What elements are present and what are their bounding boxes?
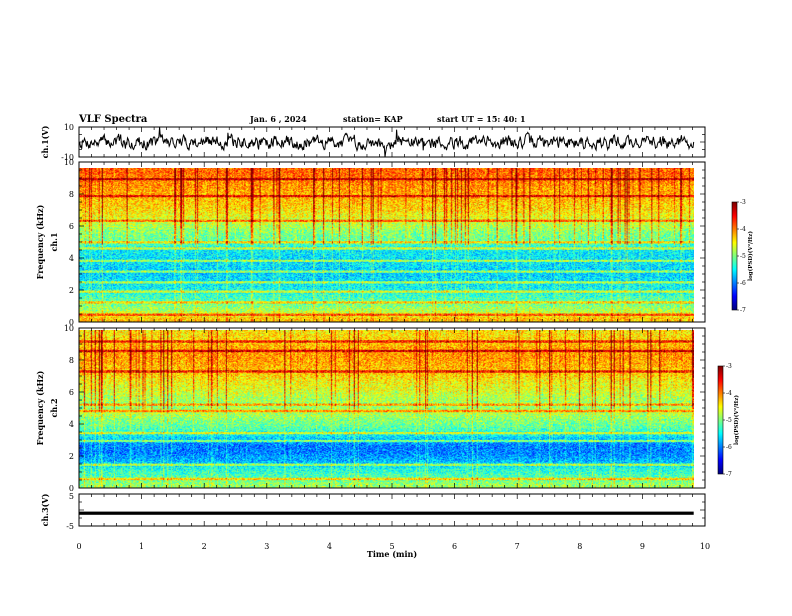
ch3-ytick-top: 5: [69, 492, 74, 501]
ch1-colorbar: [732, 202, 737, 310]
x-tick-label: 0: [76, 542, 81, 551]
ch1-colorbar-tick-label: -6: [740, 280, 746, 287]
ch2-colorbar-tick-label: -3: [726, 363, 732, 370]
ch1-colorbar-tick-label: -4: [740, 226, 746, 233]
ch2-colorbar-label: log(PSD)(V²/Hz): [733, 395, 740, 445]
ch1-waveform-ylabel: ch.1(V): [40, 125, 50, 158]
x-tick-label: 10: [700, 542, 710, 551]
ch2-spec-ytick-label: 2: [69, 452, 74, 461]
ch1-spec-ytick-label: 0: [69, 318, 74, 327]
ch1-ytick-top: 10: [64, 123, 74, 132]
ch1-spec-ytick-label: 4: [69, 254, 74, 263]
ch2-spec-ytick-label: 8: [69, 356, 74, 365]
ch1-waveform-panel: 10 -10 ch.1(V): [40, 123, 706, 162]
x-tick-label: 4: [327, 542, 332, 551]
ch1-spec-ytick-label: 2: [69, 286, 74, 295]
ch1-colorbar-tick-label: -3: [740, 199, 746, 206]
ch2-colorbar-tick-label: -7: [726, 471, 732, 478]
ch3-waveform-ylabel: ch.3(V): [40, 493, 50, 526]
ch3-waveform-panel: 5 -5 ch.3(V) 0 1 2 3 4 5 6 7 8 9 10 Time (min): [40, 492, 710, 559]
figure-title: VLF Spectra: [78, 114, 148, 125]
ch1-spec-ytick-label: 6: [69, 222, 74, 231]
ch2-colorbar-tick-label: -4: [726, 390, 732, 397]
ch3-waveform-frame: [78, 493, 706, 527]
ch3-ytick-bottom: -5: [66, 522, 74, 531]
ch2-spectrogram-image: [79, 330, 694, 488]
ch3-waveform-band: [79, 511, 694, 515]
ch1-colorbar-label: log(PSD)(V²/Hz): [747, 231, 754, 281]
ch1-ytick-bottom: -10: [61, 153, 74, 162]
date-label: Jan. 6 , 2024: [249, 114, 307, 124]
x-tick-label: 1: [139, 542, 144, 551]
x-tick-label: 7: [515, 542, 520, 551]
ch2-spec-ytick-label: 0: [69, 484, 74, 493]
x-tick-label: 5: [389, 542, 394, 551]
ch1-waveform-line: [78, 126, 695, 158]
x-tick-label: 6: [452, 542, 457, 551]
x-axis-label: Time (min): [367, 549, 417, 559]
x-tick-label: 9: [640, 542, 645, 551]
ch1-spec-ylabel-frequency: Frequency (kHz): [35, 204, 45, 279]
x-tick-label: 8: [577, 542, 582, 551]
ch1-colorbar-tick-label: -7: [740, 307, 746, 314]
ch2-spec-ytick-label: 6: [69, 388, 74, 397]
ch1-spec-ytick-label: 8: [69, 190, 74, 199]
ch2-spec-ytick-label: 4: [69, 420, 74, 429]
ch2-colorbar: [718, 366, 723, 474]
ch2-colorbar-tick-label: -6: [726, 444, 732, 451]
ch1-spectrogram-image: [79, 168, 694, 322]
ch2-spec-ylabel-frequency: Frequency (kHz): [35, 370, 45, 445]
ch1-spec-ytick-label: 10: [64, 158, 74, 167]
x-tick-label: 3: [264, 542, 269, 551]
ch2-spec-ytick-label: 10: [64, 324, 74, 333]
ch1-colorbar-tick-label: -5: [740, 253, 746, 260]
x-tick-label: 2: [202, 542, 207, 551]
ch2-spec-ylabel-channel: ch.2: [49, 398, 59, 417]
ch1-spec-ylabel-channel: ch.1: [49, 232, 59, 251]
ch2-colorbar-tick-label: -5: [726, 417, 732, 424]
axis-ticks: [78, 126, 706, 527]
station-label: station= KAP: [343, 114, 403, 124]
start-ut-label: start UT = 15: 40: 1: [437, 114, 526, 124]
